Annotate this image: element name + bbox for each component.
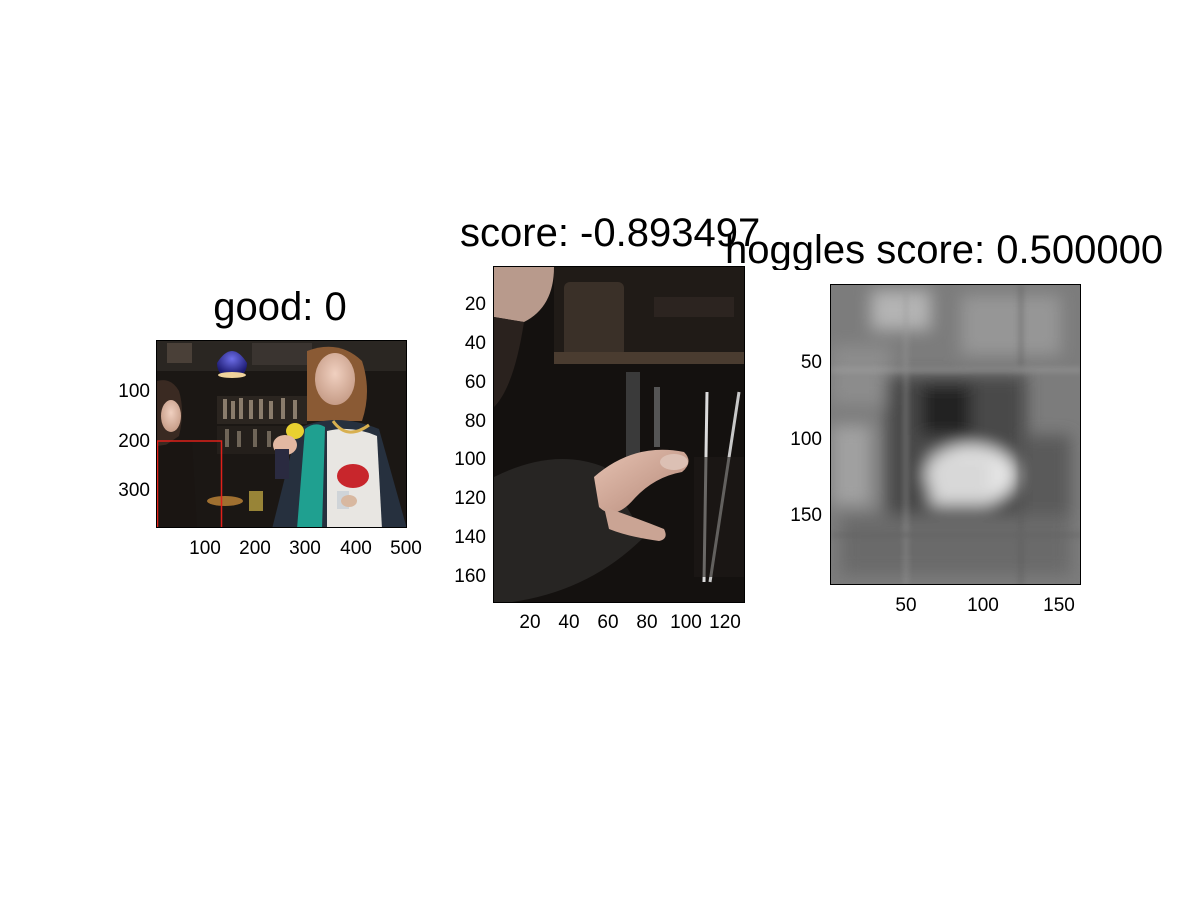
x-tick: 500 [390,538,422,559]
x-tick: 150 [1043,595,1075,616]
hog-heatmap-svg [831,285,1080,584]
y-tick: 100 [454,449,486,470]
bounding-box [157,440,223,527]
y-tick: 100 [790,429,822,450]
photo-scene-svg [157,341,406,527]
x-tick: 40 [558,612,580,633]
x-tick: 200 [239,538,271,559]
x-tick: 100 [967,595,999,616]
photo-full-scene [156,340,407,528]
panel-title-score: score: -0.893497 [460,211,761,255]
y-tick: 50 [800,352,822,373]
y-tick: 150 [790,505,822,526]
x-tick: 400 [340,538,372,559]
y-tick: 120 [454,488,486,509]
y-tick: 20 [464,294,486,315]
y-tick: 80 [464,411,486,432]
x-tick: 300 [289,538,321,559]
photo-crop [493,266,745,603]
y-tick: 60 [464,372,486,393]
x-tick: 120 [709,612,741,633]
panel-title-good: good: 0 [213,285,347,329]
x-tick: 100 [670,612,702,633]
photo-crop-svg [494,267,744,602]
y-tick: 300 [118,480,150,501]
x-tick: 80 [636,612,658,633]
y-tick: 140 [454,527,486,548]
x-tick: 20 [519,612,541,633]
y-tick: 40 [464,333,486,354]
x-tick: 60 [597,612,619,633]
panel-title-hoggles: hoggles score: 0.500000 [725,230,1164,270]
x-tick: 100 [189,538,221,559]
y-tick: 100 [118,381,150,402]
y-tick: 200 [118,431,150,452]
hog-heatmap [830,284,1081,585]
y-tick: 160 [454,566,486,587]
x-tick: 50 [895,595,917,616]
